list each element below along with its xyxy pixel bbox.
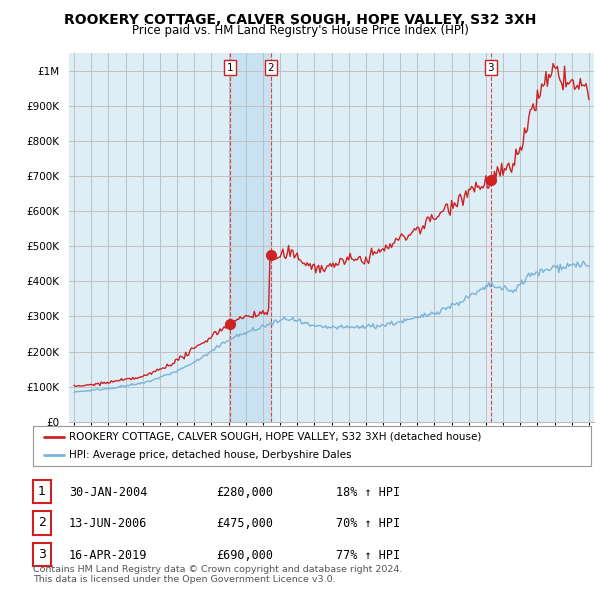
Text: 1: 1 <box>227 63 233 73</box>
Text: Contains HM Land Registry data © Crown copyright and database right 2024.
This d: Contains HM Land Registry data © Crown c… <box>33 565 403 584</box>
Text: 77% ↑ HPI: 77% ↑ HPI <box>336 549 400 562</box>
Text: HPI: Average price, detached house, Derbyshire Dales: HPI: Average price, detached house, Derb… <box>69 450 352 460</box>
Text: 70% ↑ HPI: 70% ↑ HPI <box>336 517 400 530</box>
Text: 30-JAN-2004: 30-JAN-2004 <box>69 486 148 499</box>
Text: ROOKERY COTTAGE, CALVER SOUGH, HOPE VALLEY, S32 3XH: ROOKERY COTTAGE, CALVER SOUGH, HOPE VALL… <box>64 13 536 27</box>
Text: 3: 3 <box>38 548 46 561</box>
Text: 13-JUN-2006: 13-JUN-2006 <box>69 517 148 530</box>
Text: Price paid vs. HM Land Registry's House Price Index (HPI): Price paid vs. HM Land Registry's House … <box>131 24 469 37</box>
Text: 2: 2 <box>267 63 274 73</box>
Text: 1: 1 <box>38 485 46 498</box>
Text: ROOKERY COTTAGE, CALVER SOUGH, HOPE VALLEY, S32 3XH (detached house): ROOKERY COTTAGE, CALVER SOUGH, HOPE VALL… <box>69 432 482 442</box>
Text: 3: 3 <box>488 63 494 73</box>
Text: £280,000: £280,000 <box>216 486 273 499</box>
Text: 2: 2 <box>38 516 46 529</box>
Text: 18% ↑ HPI: 18% ↑ HPI <box>336 486 400 499</box>
Bar <box>230 53 271 422</box>
Text: £475,000: £475,000 <box>216 517 273 530</box>
Text: 16-APR-2019: 16-APR-2019 <box>69 549 148 562</box>
Text: £690,000: £690,000 <box>216 549 273 562</box>
